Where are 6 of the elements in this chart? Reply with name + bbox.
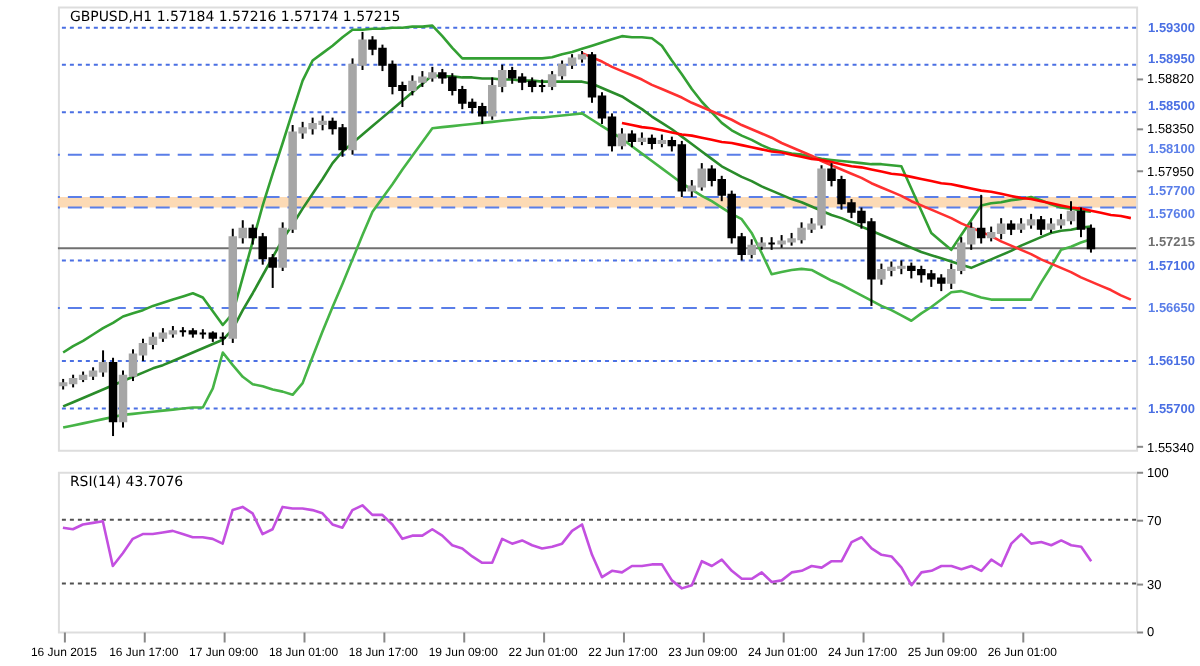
line-series [61,24,1093,354]
candlestick [976,193,986,245]
line-series [61,504,1093,590]
line-series [580,51,1133,301]
candlestick [1036,215,1046,237]
line-series [61,112,1093,429]
